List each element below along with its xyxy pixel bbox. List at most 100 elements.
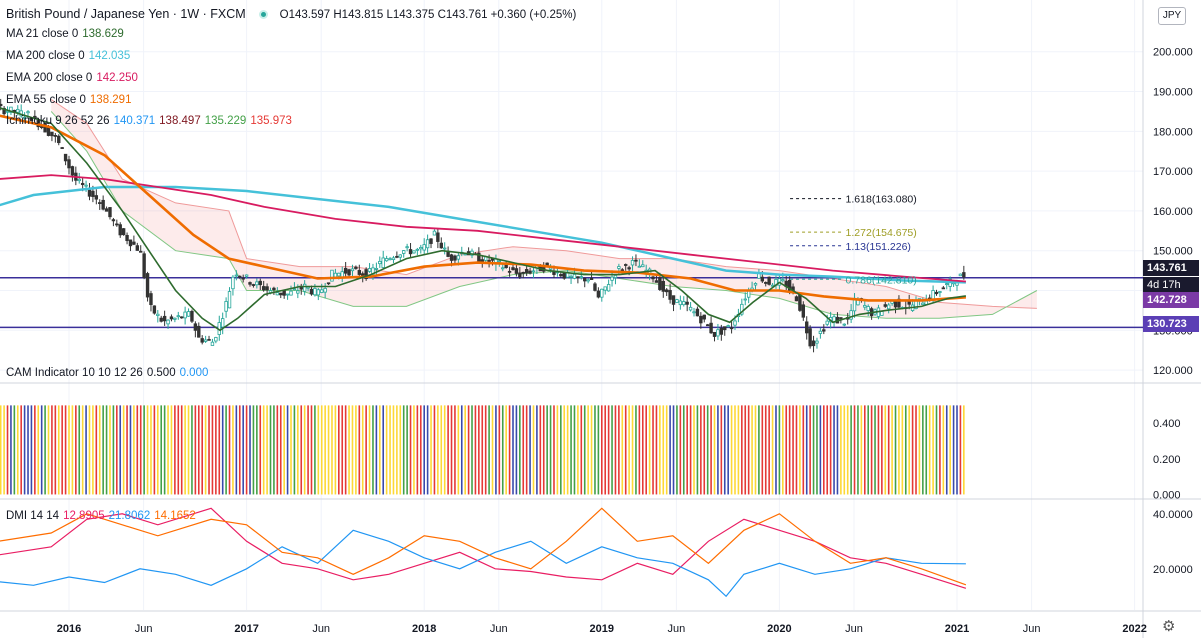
legend-ichimoku[interactable]: Ichimoku 9 26 52 26 140.371 138.497 135.229… (6, 115, 292, 127)
candle-body (863, 305, 867, 308)
candle-body (610, 276, 614, 281)
candle-body (248, 282, 252, 285)
candle-body (200, 338, 204, 343)
candle-body (323, 287, 327, 293)
candle-body (825, 320, 829, 325)
candle-body (606, 284, 611, 292)
candle-body (39, 126, 44, 128)
candle-body (231, 276, 235, 290)
candle-body (207, 338, 211, 341)
candle-body (84, 184, 88, 187)
candle-body (180, 316, 184, 319)
candle-body (279, 292, 283, 296)
candle-body (193, 323, 198, 331)
time-axis-tick: 2016 (57, 623, 81, 635)
candle-body (80, 182, 85, 186)
legend-cam[interactable]: CAM Indicator 10 10 12 26 0.500 0.000 (6, 367, 209, 379)
candle-body (302, 283, 307, 292)
candle-body (624, 264, 628, 266)
candle-body (118, 224, 122, 236)
candle-body (429, 238, 433, 244)
candle-body (282, 290, 286, 296)
time-axis-tick: Jun (1023, 623, 1041, 635)
candle-body (641, 264, 645, 268)
candle-body (637, 265, 642, 268)
ohlc-readout: O143.597 H143.815 L143.375 C143.761 +0.3… (279, 9, 577, 21)
candle-body (258, 280, 262, 286)
candle-body (337, 272, 341, 277)
market-status-icon (259, 10, 269, 20)
candle-body (518, 272, 522, 278)
candle-body (378, 260, 382, 265)
candle-body (682, 301, 686, 306)
legend-ema55[interactable]: EMA 55 close 0 138.291 (6, 94, 132, 106)
candle-body (2, 107, 6, 115)
cam-axis-tick: 0.200 (1153, 454, 1181, 466)
candle-body (719, 327, 724, 335)
candle-body (333, 272, 338, 278)
candle-body (50, 131, 54, 137)
candle-body (128, 239, 133, 247)
candle-body (9, 106, 13, 113)
dmi-axis-tick: 20.0000 (1153, 564, 1193, 576)
candle-body (866, 306, 870, 311)
candle-body (330, 269, 334, 282)
currency-button[interactable]: JPY (1158, 7, 1186, 25)
legend-ma200[interactable]: MA 200 close 0 142.035 (6, 50, 131, 62)
fib-level-label: 0.786(142.810) (846, 274, 917, 286)
price-axis-tick: 170.000 (1153, 166, 1193, 178)
candle-body (419, 247, 423, 250)
candle-body (808, 328, 812, 347)
candle-body (733, 320, 737, 326)
candle-body (402, 250, 406, 254)
time-axis-tick: Jun (135, 623, 153, 635)
candle-body (145, 273, 150, 298)
candle-body (415, 248, 420, 251)
candle-body (77, 178, 81, 182)
candle-body (579, 276, 584, 278)
candle-body (559, 274, 563, 277)
legend-dmi[interactable]: DMI 14 14 12.8905 21.8062 14.1652 (6, 510, 196, 522)
candle-body (111, 219, 116, 222)
settings-gear-icon[interactable]: ⚙ (1162, 618, 1176, 635)
candle-body (600, 288, 604, 298)
symbol-title: British Pound / Japanese Yen · 1W · FXCM (6, 7, 246, 21)
candle-body (159, 317, 163, 322)
candle-body (60, 147, 64, 149)
candle-body (347, 269, 351, 276)
legend-ema200[interactable]: EMA 200 close 0 142.250 (6, 72, 138, 84)
candle-body (620, 269, 624, 272)
candle-body (0, 103, 3, 107)
candle-body (16, 108, 20, 113)
candle-body (197, 325, 201, 338)
candle-body (94, 195, 99, 200)
legend-ma21[interactable]: MA 21 close 0 138.629 (6, 28, 124, 40)
candle-body (941, 287, 946, 290)
candle-body (931, 290, 935, 300)
symbol-header[interactable]: British Pound / Japanese Yen · 1W · FXCM… (6, 7, 576, 21)
candle-body (152, 305, 157, 314)
candle-body (740, 303, 744, 315)
candle-body (945, 283, 949, 285)
candle-body (412, 250, 416, 254)
candle-body (507, 270, 512, 273)
candle-body (398, 254, 402, 258)
candle-body (524, 269, 529, 274)
candle-body (220, 318, 225, 328)
time-axis-tick: Jun (845, 623, 863, 635)
price-label-ma: 142.728 (1143, 292, 1199, 308)
candle-body (815, 340, 819, 344)
candle-body (203, 339, 208, 342)
candle-body (395, 255, 399, 258)
time-axis-tick: 2020 (767, 623, 791, 635)
candle-body (63, 153, 68, 162)
price-label-countdown: 4d 17h (1143, 277, 1199, 293)
fib-level-label: 1.618(163.080) (846, 194, 917, 206)
time-axis-tick: Jun (668, 623, 686, 635)
candle-body (822, 329, 826, 332)
candle-body (289, 290, 293, 296)
candle-body (545, 262, 549, 266)
candle-body (661, 280, 665, 292)
candle-body (442, 247, 447, 250)
